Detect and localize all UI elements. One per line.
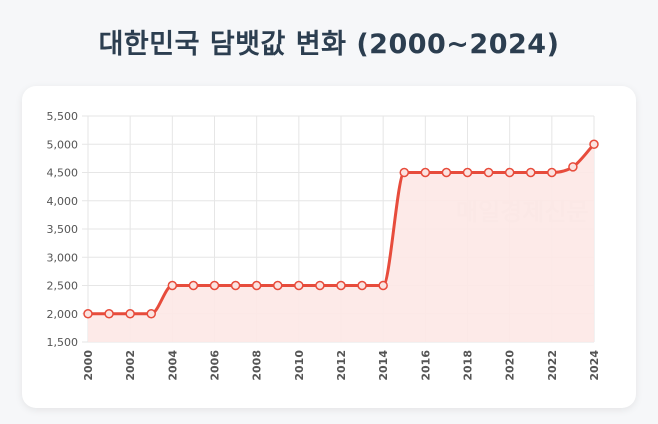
x-tick-label: 2002 [124, 350, 137, 381]
data-point [251, 280, 262, 291]
y-tick-label: 5,500 [47, 110, 79, 123]
x-tick-label: 2006 [209, 350, 222, 381]
data-point [483, 167, 494, 178]
x-tick-label: 2004 [166, 350, 179, 381]
y-tick-label: 4,500 [47, 167, 79, 180]
x-tick-label: 2018 [462, 350, 475, 381]
data-point [294, 280, 304, 291]
data-point [568, 162, 578, 172]
y-tick-label: 1,500 [47, 336, 79, 349]
data-point [315, 280, 325, 291]
data-point [83, 309, 93, 319]
x-tick-label: 2010 [293, 350, 306, 381]
data-point [273, 280, 283, 291]
y-tick-label: 3,000 [47, 251, 79, 264]
y-tick-label: 5,000 [47, 138, 79, 151]
x-tick-label: 2020 [504, 350, 517, 381]
data-point [589, 139, 599, 149]
area-fill [88, 144, 594, 342]
data-point [167, 280, 178, 291]
x-tick-label: 2008 [251, 350, 264, 381]
data-point [462, 167, 473, 178]
chart-card: 매일경제신문1,5002,0002,5003,0003,5004,0004,50… [22, 86, 636, 408]
y-tick-label: 2,500 [47, 280, 79, 293]
data-point [420, 167, 431, 178]
data-point [188, 280, 199, 291]
y-tick-label: 3,500 [47, 223, 79, 236]
page-title: 대한민국 담뱃값 변화 (2000~2024) [98, 29, 560, 60]
data-point [547, 167, 557, 178]
data-point [357, 280, 367, 291]
data-point [526, 167, 536, 178]
data-point [336, 280, 346, 291]
x-tick-label: 2016 [419, 350, 432, 381]
data-point [399, 167, 409, 178]
data-point [125, 309, 135, 319]
x-tick-label: 2014 [377, 350, 390, 381]
data-point [504, 167, 515, 178]
x-tick-label: 2022 [546, 350, 559, 381]
x-tick-label: 2000 [82, 350, 95, 381]
data-point [230, 280, 241, 291]
data-point [146, 309, 156, 319]
x-tick-label: 2024 [588, 350, 601, 381]
y-tick-label: 4,000 [47, 195, 79, 208]
x-tick-label: 2012 [335, 350, 348, 381]
y-tick-label: 2,000 [47, 308, 79, 321]
data-point [378, 280, 388, 291]
price-line-chart: 매일경제신문1,5002,0002,5003,0003,5004,0004,50… [47, 110, 602, 381]
data-point [209, 280, 220, 291]
data-point [441, 167, 452, 178]
data-point [104, 309, 114, 319]
